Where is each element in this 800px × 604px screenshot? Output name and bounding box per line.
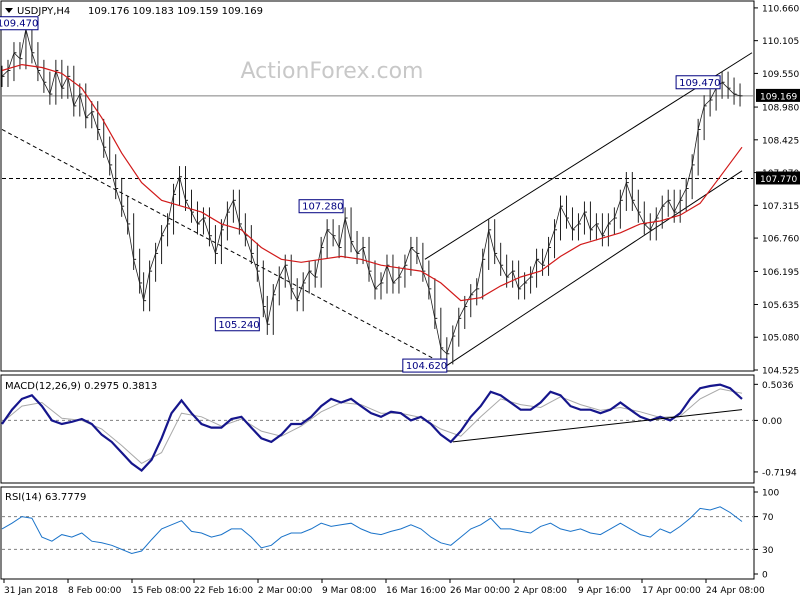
macd-ytick-label: 0.5036: [762, 381, 794, 391]
xtick-label: 9 Apr 16:00: [578, 586, 631, 596]
level-tag: [756, 88, 800, 102]
price-ytick-label: 106.760: [762, 235, 799, 245]
level-tag-label: 107.770: [760, 175, 797, 185]
dropdown-triangle-icon[interactable]: [5, 8, 13, 13]
price-layer: 109.470 107.280 105.240 104.620 109.470: [0, 16, 753, 373]
macd-trendline: [452, 409, 743, 443]
annotation-box: [298, 199, 344, 214]
macd-main-line: [1, 383, 743, 472]
price-close-line: [1, 29, 741, 355]
rsi-ytick-label: 100: [762, 489, 779, 499]
price-ytick-label: 108.980: [762, 104, 799, 114]
annotation-box: [214, 317, 260, 332]
price-ytick-label: 106.195: [762, 268, 799, 278]
annotation-label: 109.470: [679, 78, 720, 89]
xtick-label: 16 Mar 16:00: [386, 586, 446, 596]
rsi-layer: [1, 506, 753, 555]
rsi-panel-frame: [0, 486, 755, 580]
price-ytick-label: 109.550: [762, 70, 799, 80]
annotation-box: [402, 358, 448, 373]
annotation-label: 105.240: [218, 320, 259, 331]
rsi-title: RSI(14) 63.7779: [5, 492, 86, 503]
price-ytick-label: 107.315: [762, 202, 799, 212]
rsi-ytick-label: 0: [762, 571, 768, 581]
xtick-label: 2 Apr 08:00: [514, 586, 567, 596]
price-ytick-label: 108.425: [762, 136, 799, 146]
price-ytick-label: 104.525: [762, 367, 799, 377]
annotation-box: [0, 16, 39, 31]
price-ytick-label: 110.105: [762, 37, 799, 47]
rsi-ytick-label: 30: [762, 546, 774, 556]
xtick-label: 15 Feb 08:00: [132, 586, 191, 596]
xtick-label: 2 Mar 00:00: [258, 586, 313, 596]
macd-panel-frame: [0, 374, 755, 484]
price-panel-frame: [0, 0, 755, 372]
watermark: ActionForex.com: [241, 59, 424, 84]
annotation-label: 107.280: [302, 202, 343, 213]
price-ytick-label: 105.080: [762, 334, 799, 344]
rsi-ytick-label: 70: [762, 513, 774, 523]
xtick-label: 22 Feb 16:00: [194, 586, 253, 596]
level-tag-label: 109.169: [760, 92, 797, 102]
symbol-label: USDJPY,H4: [17, 6, 70, 17]
annotation-label: 104.620: [406, 361, 447, 372]
xtick-label: 9 Mar 08:00: [322, 586, 377, 596]
xtick-label: 24 Apr 08:00: [706, 586, 765, 596]
macd-ytick-label: -0.7194: [762, 468, 797, 478]
macd-ytick-label: 0.00: [762, 417, 782, 427]
axes-layer: 110.660110.105109.550108.980108.425107.8…: [3, 4, 800, 596]
annotation-label: 109.470: [0, 19, 38, 30]
xtick-label: 17 Apr 00:00: [642, 586, 701, 596]
xtick-label: 26 Mar 00:00: [450, 586, 510, 596]
xtick-label: 8 Feb 00:00: [68, 586, 122, 596]
xtick-label: 31 Jan 2018: [4, 586, 58, 596]
trendline: [446, 170, 743, 366]
rsi-line: [1, 506, 743, 555]
ohlc-label: 109.176 109.183 109.159 109.169: [88, 6, 263, 17]
macd-signal-line: [1, 388, 743, 465]
macd-title: MACD(12,26,9) 0.2975 0.3813: [5, 381, 157, 392]
macd-layer: [1, 383, 753, 472]
level-tag: [756, 171, 800, 185]
annotation-box: [675, 75, 721, 90]
moving-average-line: [1, 63, 743, 302]
price-ytick-label: 110.660: [762, 4, 799, 14]
price-ytick-label: 105.635: [762, 301, 799, 311]
